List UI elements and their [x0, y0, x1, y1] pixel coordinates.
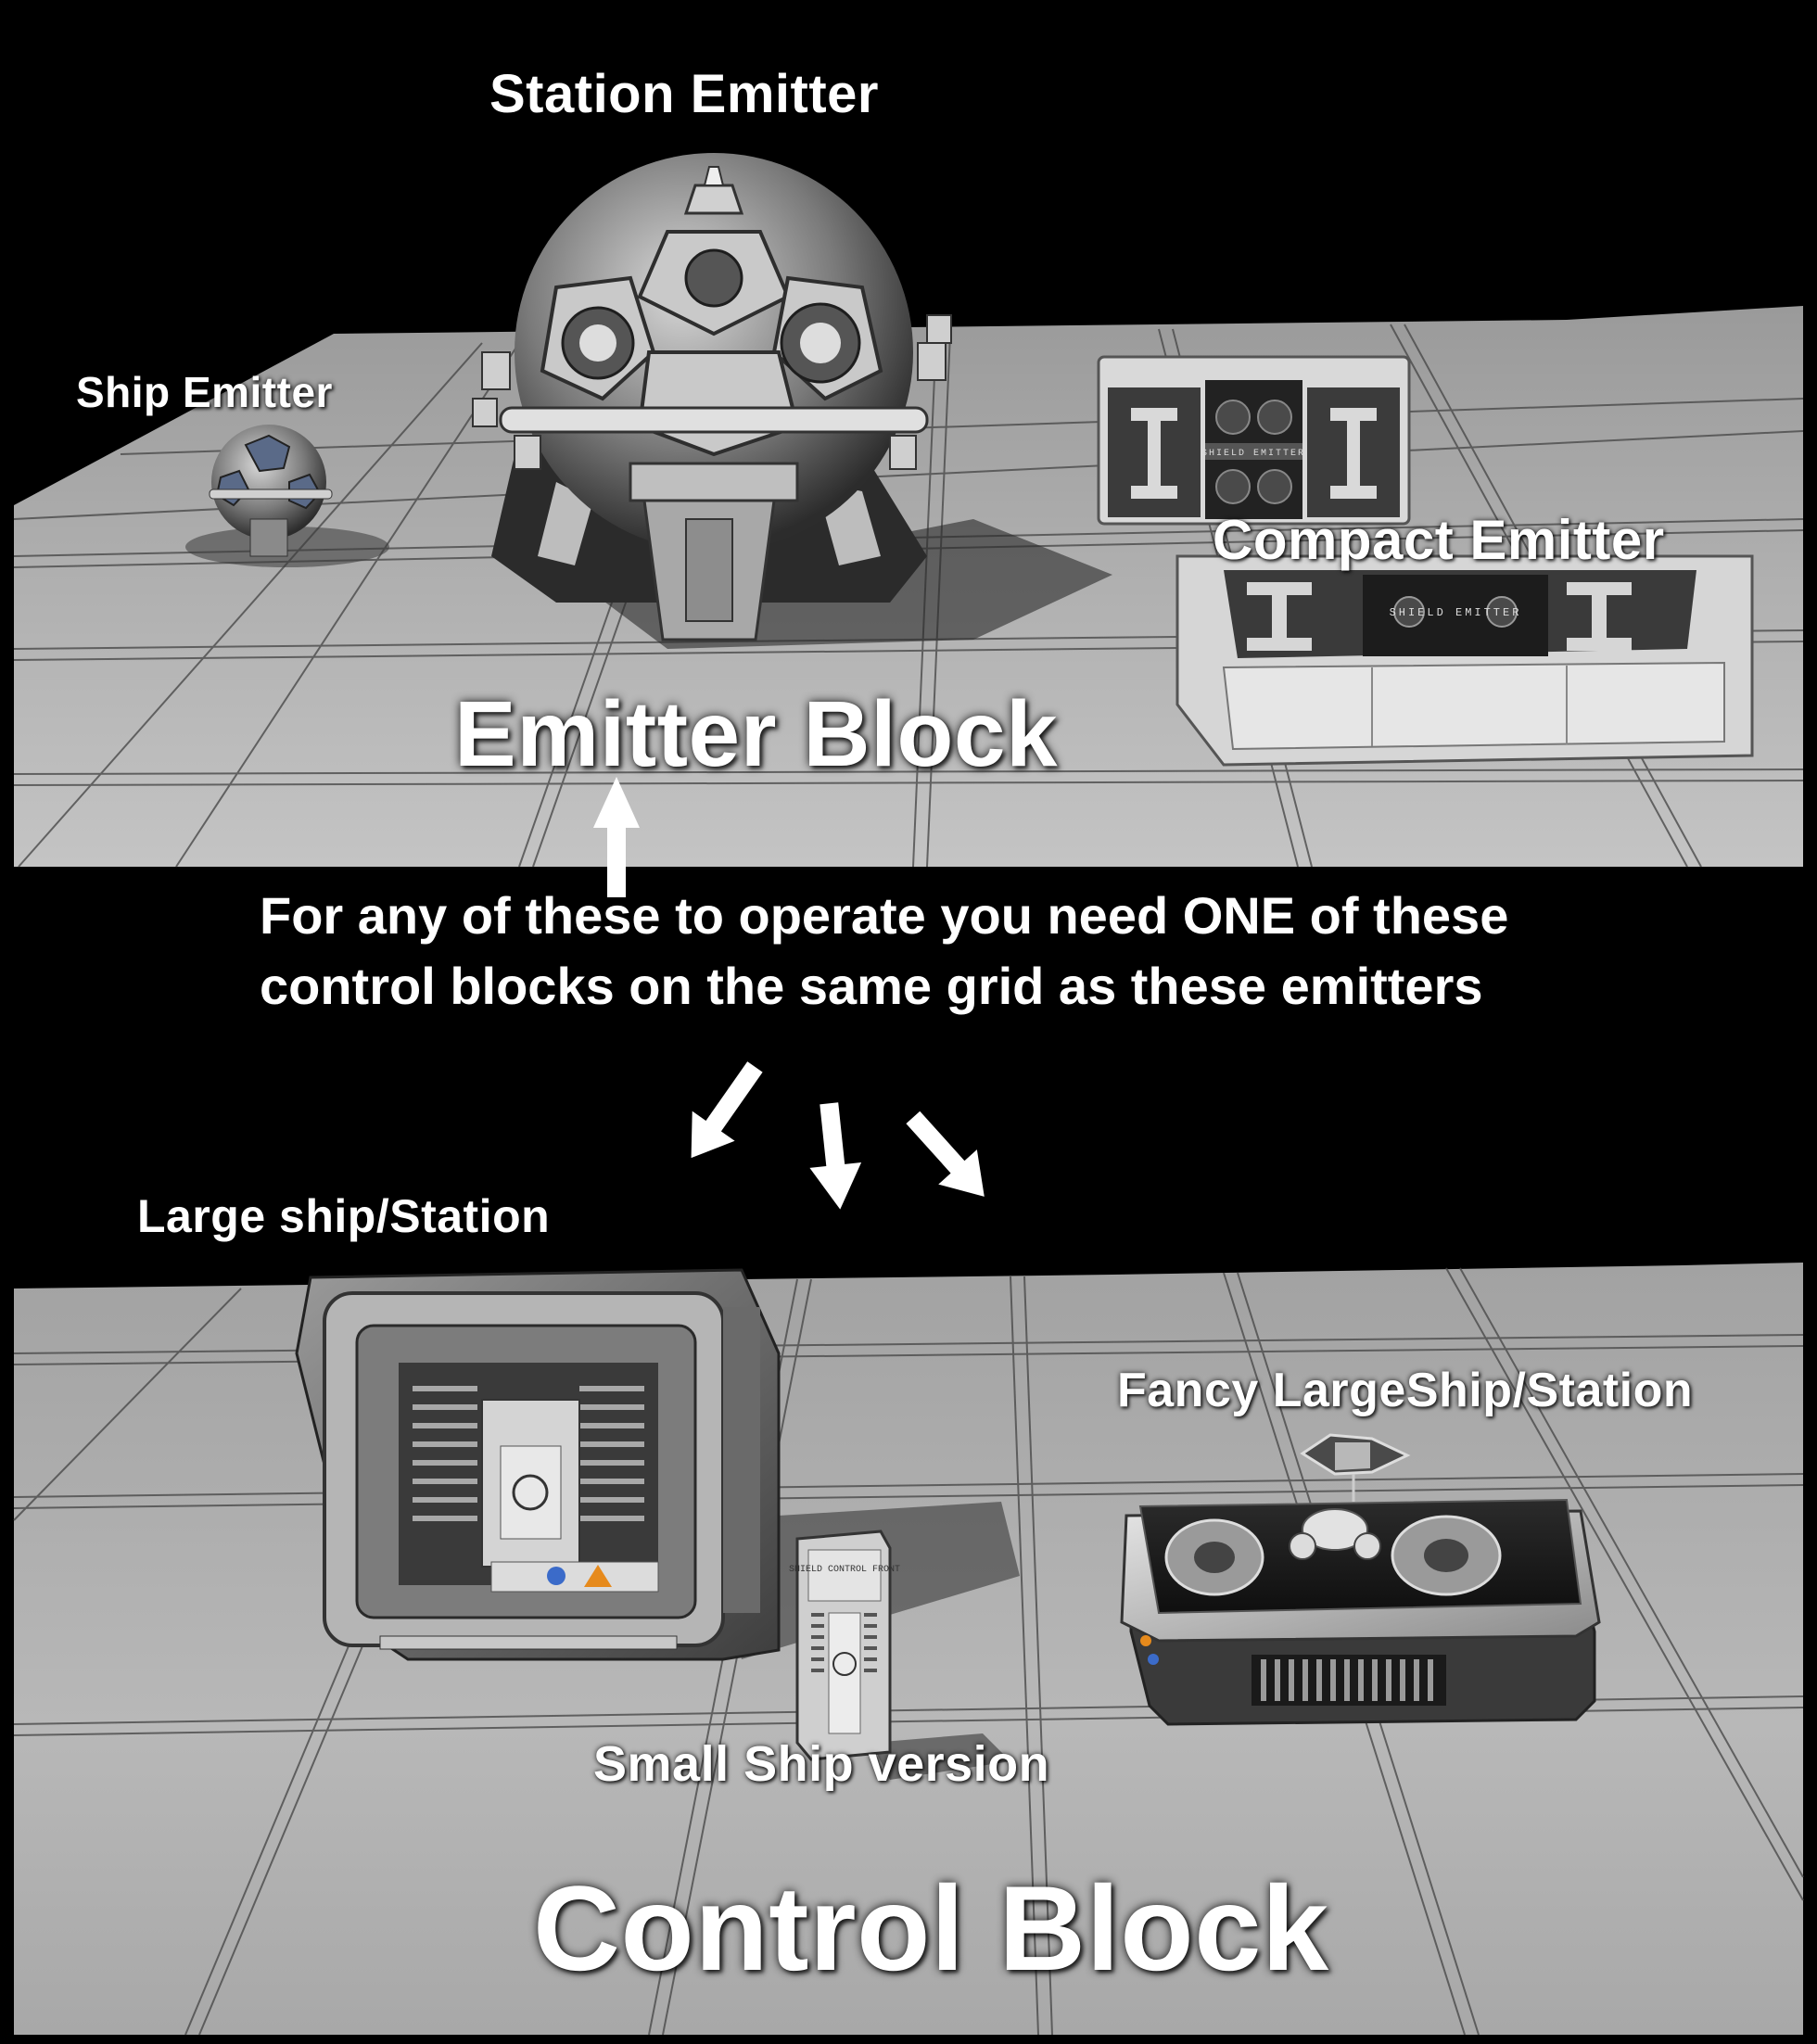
- fancy-largeship-station-label: Fancy LargeShip/Station: [1117, 1364, 1694, 1417]
- small-control-decal: SHIELD CONTROL FRONT: [789, 1565, 900, 1575]
- arrow-down-left-icon: [691, 1061, 763, 1159]
- station-emitter-model: [472, 153, 1112, 649]
- arrow-down-icon: [809, 1102, 862, 1210]
- compact-emitter-label: Compact Emitter: [1213, 509, 1665, 571]
- emitter-block-title: Emitter Block: [454, 682, 1059, 786]
- compact-emitter-decal-2: SHIELD EMITTER: [1390, 606, 1522, 619]
- arrow-up-icon: [593, 777, 640, 897]
- control-block-title: Control Block: [533, 1860, 1329, 1996]
- small-ship-version-label: Small Ship version: [593, 1736, 1050, 1792]
- large-ship-station-label: Large ship/Station: [137, 1190, 551, 1242]
- compact-emitter-model-1: SHIELD EMITTER: [1097, 355, 1411, 526]
- compact-emitter-decal-1: SHIELD EMITTER: [1201, 449, 1305, 459]
- arrow-down-right-icon: [906, 1111, 985, 1197]
- compact-emitter-model-2: SHIELD EMITTER: [1175, 554, 1754, 767]
- instruction-caption: For any of these to operate you need ONE…: [260, 881, 1650, 1022]
- arrows: [593, 777, 985, 1210]
- instruction-line-2: control blocks on the same grid as these…: [260, 957, 1483, 1015]
- ship-emitter-model: [185, 425, 389, 567]
- instruction-line-1: For any of these to operate you need ONE…: [260, 886, 1509, 945]
- station-emitter-label: Station Emitter: [489, 64, 879, 124]
- fancy-probe: [1300, 1433, 1411, 1502]
- ship-emitter-label: Ship Emitter: [76, 368, 333, 416]
- small-control-block-model: SHIELD CONTROL FRONT: [789, 1530, 1010, 1780]
- fancy-control-block-model: [1120, 1433, 1601, 1726]
- large-control-block-model: [295, 1268, 1020, 1661]
